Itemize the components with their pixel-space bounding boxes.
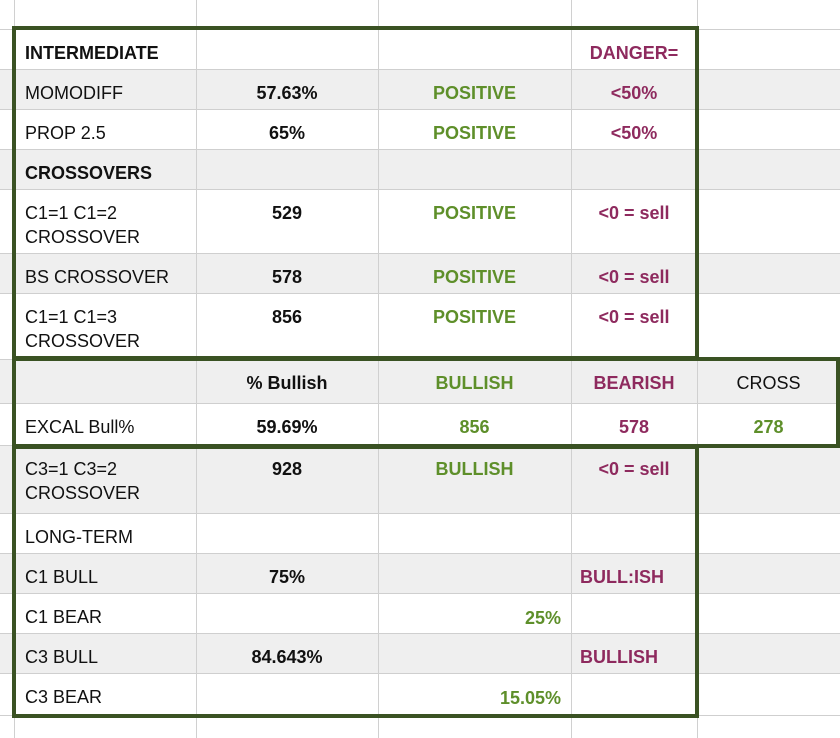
table-row: % Bullish BULLISH BEARISH CROSS [0, 359, 840, 403]
cell-status[interactable] [378, 30, 571, 69]
cell-value[interactable]: 75% [268, 567, 306, 587]
cell-bearish-count[interactable]: 578 [618, 417, 650, 437]
cell-section-heading[interactable]: CROSSOVERS [25, 163, 153, 183]
header-cross[interactable]: CROSS [736, 373, 801, 393]
cell-threshold[interactable]: <0 = sell [598, 267, 670, 287]
cell-value[interactable]: 84.643% [251, 647, 323, 667]
cell-value[interactable]: 578 [271, 267, 303, 287]
cell-label[interactable]: C1=1 C1=3 CROSSOVER [14, 294, 196, 359]
cell-section-heading[interactable]: LONG-TERM [25, 527, 133, 547]
cell-label-line1: C3=1 C3=2 [25, 459, 118, 479]
cell-value[interactable] [196, 30, 378, 69]
cell-label[interactable]: INTERMEDIATE [25, 43, 159, 63]
grid-line [14, 0, 15, 738]
cell-label[interactable]: C1=1 C1=2 CROSSOVER [14, 190, 196, 253]
cell-label[interactable] [14, 360, 196, 403]
grid-line [571, 0, 572, 738]
cell-status[interactable]: POSITIVE [432, 123, 517, 143]
table-row: C1=1 C1=2 CROSSOVER 529 POSITIVE <0 = se… [0, 189, 840, 253]
cell-status[interactable]: POSITIVE [432, 203, 517, 223]
cell-value[interactable]: 928 [271, 459, 303, 479]
table-row-bottom [0, 715, 840, 738]
cell-threshold[interactable]: <0 = sell [598, 203, 670, 223]
table-row: MOMODIFF 57.63% POSITIVE <50% [0, 69, 840, 109]
cell-value[interactable]: 25% [524, 608, 561, 628]
table-row: C1 BEAR 25% [0, 593, 840, 633]
header-bearish[interactable]: BEARISH [593, 373, 675, 393]
cell-value[interactable]: 856 [271, 307, 303, 327]
cell-status[interactable]: BULLISH [435, 459, 514, 479]
cell-label[interactable]: PROP 2.5 [25, 123, 106, 143]
cell-label[interactable]: EXCAL Bull% [25, 417, 135, 437]
cell-label[interactable]: C3=1 C3=2 CROSSOVER [14, 446, 196, 513]
table-row: PROP 2.5 65% POSITIVE <50% [0, 109, 840, 149]
cell-threshold[interactable]: <50% [610, 123, 658, 143]
cell-cross-count[interactable]: 278 [753, 417, 784, 437]
table-row: CROSSOVERS [0, 149, 840, 189]
cell-label[interactable]: C1 BEAR [25, 607, 103, 627]
table-row: C3 BEAR 15.05% [0, 673, 840, 715]
cell-status[interactable]: POSITIVE [432, 307, 517, 327]
table-row: INTERMEDIATE DANGER= [0, 29, 840, 69]
cell-value[interactable]: 57.63% [256, 83, 318, 103]
cell-value[interactable]: 15.05% [499, 688, 561, 708]
table-row: C1 BULL 75% BULL:ISH [0, 553, 840, 593]
table-row: BS CROSSOVER 578 POSITIVE <0 = sell [0, 253, 840, 293]
cell-label[interactable]: MOMODIFF [25, 83, 123, 103]
cell-status[interactable]: POSITIVE [432, 83, 517, 103]
table-row-top [0, 0, 840, 29]
table-row: C3=1 C3=2 CROSSOVER 928 BULLISH <0 = sel… [0, 445, 840, 513]
table-row: C1=1 C1=3 CROSSOVER 856 POSITIVE <0 = se… [0, 293, 840, 359]
cell-value[interactable]: 529 [271, 203, 303, 223]
cell-label-line2: CROSSOVER [25, 483, 141, 503]
cell-label-line2: CROSSOVER [25, 227, 141, 247]
cell-signal[interactable]: BULLISH [580, 647, 658, 667]
cell-label-line1: C1=1 C1=3 [25, 307, 118, 327]
cell-threshold[interactable]: <0 = sell [598, 307, 670, 327]
cell-threshold[interactable]: <50% [610, 83, 658, 103]
cell-label[interactable]: C3 BEAR [25, 687, 103, 707]
cell-label-line2: CROSSOVER [25, 331, 141, 351]
cell-label[interactable]: C3 BULL [25, 647, 99, 667]
cell-value[interactable]: 65% [268, 123, 306, 143]
cell-threshold[interactable]: <0 = sell [598, 459, 670, 479]
cell-value[interactable]: 59.69% [256, 417, 318, 437]
cell-signal[interactable]: BULL:ISH [580, 567, 664, 587]
table-row: C3 BULL 84.643% BULLISH [0, 633, 840, 673]
cell-label-line1: C1=1 C1=2 [25, 203, 118, 223]
grid-line [196, 0, 197, 738]
cell-label[interactable]: C1 BULL [25, 567, 99, 587]
cell-label[interactable]: BS CROSSOVER [25, 267, 170, 287]
header-bullish[interactable]: BULLISH [435, 373, 514, 393]
header-bullish-pct[interactable]: % Bullish [246, 373, 328, 393]
cell-bullish-count[interactable]: 856 [459, 417, 490, 437]
table-row: LONG-TERM [0, 513, 840, 553]
table-row: EXCAL Bull% 59.69% 856 578 278 [0, 403, 840, 445]
cell-threshold[interactable]: DANGER= [589, 43, 679, 63]
grid-line [378, 0, 379, 738]
grid-line [697, 0, 698, 738]
cell-status[interactable]: POSITIVE [432, 267, 517, 287]
